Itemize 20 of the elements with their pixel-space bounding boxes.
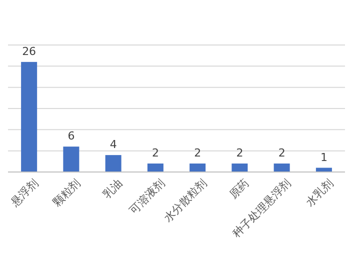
bar: [21, 62, 38, 172]
data-label: 2: [152, 146, 159, 160]
bar: [105, 155, 122, 172]
x-tick-label: 乳油: [100, 176, 126, 202]
x-tick-label: 水乳剂: [303, 176, 336, 210]
bar: [63, 146, 80, 172]
x-tick-label: 颗粒剂: [50, 176, 83, 210]
data-label: 2: [236, 146, 244, 160]
bar: [232, 164, 248, 172]
bar: [274, 164, 290, 172]
data-label: 4: [110, 138, 117, 152]
data-label: 2: [194, 146, 202, 160]
bar: [190, 164, 206, 172]
data-label: 26: [22, 44, 36, 58]
data-label: 2: [278, 146, 286, 160]
x-tick-label: 原药: [226, 176, 252, 202]
data-label: 6: [68, 130, 75, 143]
bar: [147, 164, 164, 172]
data-label: 1: [320, 150, 328, 164]
x-tick-label: 悬浮剂: [8, 176, 41, 210]
